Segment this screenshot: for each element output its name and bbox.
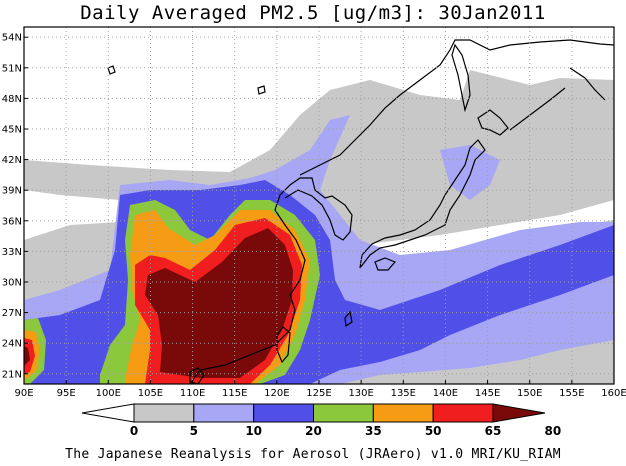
x-tick-label: 145E	[475, 388, 500, 399]
colorbar-label: 35	[365, 424, 382, 438]
y-axis: 21N 24N 27N 30N 33N 36N 39N 42N 45N 48N 51N 54N	[2, 33, 28, 380]
colorbar-label: 80	[544, 424, 561, 438]
y-tick-label: 21N	[2, 369, 22, 380]
colorbar-segment	[313, 403, 374, 423]
coast-taiwan	[276, 326, 291, 364]
coast-lake	[107, 65, 116, 75]
x-tick-label: 110E	[180, 388, 205, 399]
x-tick-label: 160E	[601, 388, 626, 399]
x-tick-label: 120E	[264, 388, 289, 399]
colorbar-label: 0	[130, 424, 138, 438]
y-tick-label: 45N	[2, 125, 22, 136]
x-tick-label: 90E	[14, 388, 33, 399]
coast-sakhalin	[451, 43, 471, 113]
x-tick-label: 105E	[138, 388, 163, 399]
coast-ryukyu	[344, 310, 353, 328]
colorbar: 0 5 10 20 35 50 65 80	[81, 403, 561, 438]
colorbar-segment	[432, 403, 494, 423]
coast-hainan	[189, 367, 205, 384]
colorbar-label: 50	[425, 424, 442, 438]
x-tick-label: 95E	[57, 388, 76, 399]
colorbar-segment	[193, 403, 255, 423]
colorbar-label: 5	[190, 424, 198, 438]
x-tick-label: 150E	[517, 388, 542, 399]
coast-lake2	[257, 85, 266, 95]
colorbar-label: 10	[245, 424, 262, 438]
x-tick-label: 135E	[391, 388, 416, 399]
band-west-plume-darkred	[24, 346, 30, 366]
coast-kamchatka	[569, 67, 606, 101]
coast-shikoku	[374, 257, 397, 271]
coast-china-korea	[189, 177, 353, 384]
x-axis: 90E 95E 100E 105E 110E 115E 120E 125E 130E 135E 14…	[14, 380, 626, 399]
colorbar-segment	[81, 403, 135, 423]
band-80-plus	[145, 228, 293, 378]
x-tick-label: 115E	[222, 388, 247, 399]
y-tick-label: 24N	[2, 339, 22, 350]
x-tick-label: 140E	[433, 388, 458, 399]
y-tick-label: 42N	[2, 155, 22, 166]
coast-kuril	[509, 87, 566, 131]
y-tick-label: 39N	[2, 186, 22, 197]
x-tick-label: 100E	[96, 388, 121, 399]
coast-hokkaido	[477, 109, 509, 136]
pm25-field	[24, 39, 614, 384]
colorbar-segment	[492, 403, 546, 423]
coast-russia	[299, 39, 614, 176]
x-tick-label: 155E	[559, 388, 584, 399]
y-tick-label: 36N	[2, 216, 22, 227]
x-tick-label: 130E	[348, 388, 373, 399]
x-tick-label: 125E	[306, 388, 331, 399]
y-tick-label: 33N	[2, 247, 22, 258]
colorbar-label: 20	[305, 424, 322, 438]
band-west-plume-red	[24, 338, 35, 374]
y-tick-label: 27N	[2, 308, 22, 319]
y-tick-label: 48N	[2, 94, 22, 105]
y-tick-label: 30N	[2, 278, 22, 289]
map-title: Daily Averaged PM2.5 [ug/m3]: 30Jan2011	[80, 2, 546, 24]
coast-kyushu-honshu	[359, 139, 486, 269]
y-tick-label: 54N	[2, 33, 22, 44]
colorbar-segment	[253, 403, 315, 423]
colorbar-label: 65	[485, 424, 502, 438]
y-tick-label: 51N	[2, 63, 22, 74]
colorbar-segment	[372, 403, 434, 423]
coastlines	[107, 39, 614, 384]
colorbar-segment	[133, 403, 195, 423]
credit-text: The Japanese Reanalysis for Aerosol (JRA…	[65, 447, 561, 462]
band-10-20-ne	[440, 145, 500, 200]
